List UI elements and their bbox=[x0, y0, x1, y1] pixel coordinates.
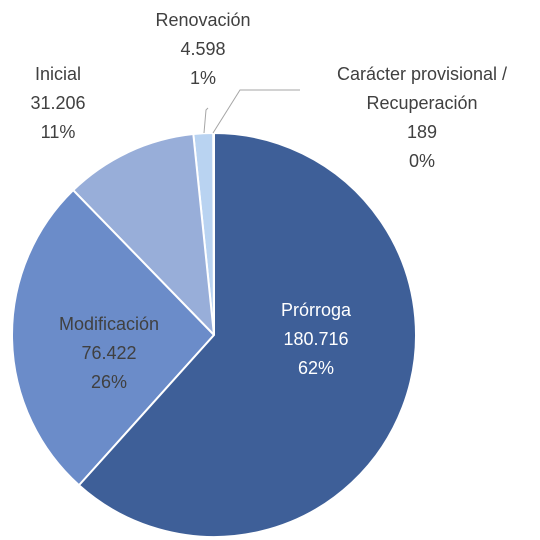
leader-line bbox=[212, 89, 300, 134]
value-label: 31.206 bbox=[30, 93, 86, 113]
percentage-label: 0% bbox=[408, 151, 435, 171]
data-label: Inicial 31.206 11% bbox=[30, 60, 85, 147]
value-label: 76.422 bbox=[81, 343, 137, 363]
data-label: Renovación 4.598 1% bbox=[155, 6, 250, 93]
percentage-label: 62% bbox=[297, 358, 335, 378]
pie-slice bbox=[11, 188, 216, 487]
value-label: 189 bbox=[406, 122, 438, 142]
pie-slice bbox=[71, 132, 216, 338]
value-label: 4.598 bbox=[180, 39, 226, 59]
category-label: Modificación bbox=[58, 314, 160, 334]
data-label: Prórroga 180.716 62% bbox=[281, 296, 351, 383]
category-label: Renovación bbox=[155, 10, 251, 30]
percentage-label: 26% bbox=[90, 372, 128, 392]
leader-line bbox=[203, 107, 209, 134]
data-label: Modificación 76.422 26% bbox=[59, 310, 159, 397]
category-label: Prórroga bbox=[280, 300, 352, 320]
value-label: 180.716 bbox=[283, 329, 349, 349]
category-label: Carácter provisional / Recuperación bbox=[336, 64, 508, 113]
percentage-label: 11% bbox=[40, 122, 76, 142]
pie-slice bbox=[77, 131, 417, 538]
category-label: Inicial bbox=[34, 64, 82, 84]
percentage-label: 1% bbox=[189, 68, 216, 88]
data-label: Carácter provisional / Recuperación 189 0% bbox=[302, 60, 540, 176]
